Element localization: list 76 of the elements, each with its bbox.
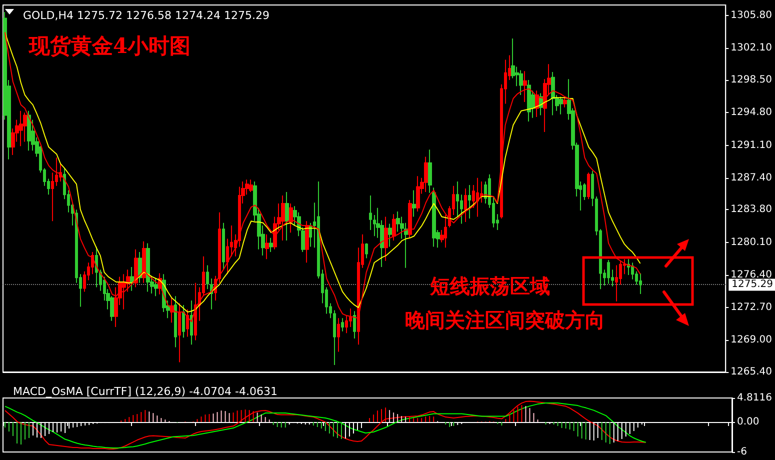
candlestick bbox=[174, 296, 177, 348]
chart-title: MACD_OsMA [CurrTF] (12,26,9) -4.0704 -4.0631 bbox=[13, 385, 278, 398]
text: 现货黄金4小时图 bbox=[28, 33, 191, 58]
candlestick bbox=[523, 70, 527, 103]
candlestick bbox=[341, 318, 344, 332]
candlestick bbox=[563, 96, 567, 108]
candlestick bbox=[392, 214, 396, 242]
candlestick bbox=[138, 252, 142, 284]
candlestick bbox=[134, 248, 138, 288]
candlestick bbox=[182, 304, 185, 338]
candlestick bbox=[412, 190, 416, 218]
candlestick bbox=[551, 72, 555, 116]
annotation: 短线振荡区域 bbox=[429, 274, 550, 298]
candlestick bbox=[281, 195, 285, 242]
candlestick bbox=[309, 222, 312, 248]
candlestick bbox=[249, 179, 253, 193]
annotation: 晚间关注区间突破方向 bbox=[405, 308, 605, 332]
y-tick-label: 1294.80 bbox=[730, 107, 772, 118]
candlestick bbox=[591, 170, 594, 207]
y-tick-label: 1283.80 bbox=[730, 204, 772, 216]
candlestick bbox=[615, 264, 618, 302]
candlestick bbox=[428, 149, 432, 194]
candlestick bbox=[416, 176, 420, 212]
candlestick bbox=[639, 272, 642, 295]
y-tick-label: 1276.40 bbox=[730, 269, 772, 280]
candlestick bbox=[535, 90, 539, 118]
candlestick bbox=[218, 212, 221, 284]
candlestick bbox=[384, 216, 388, 262]
candlestick bbox=[19, 110, 23, 147]
y-tick-label: 1287.40 bbox=[730, 172, 772, 184]
candlestick bbox=[353, 310, 356, 339]
candlestick bbox=[476, 177, 479, 218]
candlestick bbox=[587, 172, 590, 200]
candlestick bbox=[468, 184, 471, 219]
candlestick bbox=[190, 300, 193, 346]
candlestick bbox=[95, 246, 98, 288]
candlestick bbox=[527, 79, 531, 122]
candlestick bbox=[333, 310, 336, 366]
y-tick-label: 1298.50 bbox=[730, 74, 772, 86]
candlestick bbox=[122, 274, 126, 310]
y-tick-label: 0.00 bbox=[737, 416, 760, 428]
y-tick-label: 1272.70 bbox=[730, 302, 772, 314]
y-tick-label: 4.8116 bbox=[737, 392, 772, 404]
ref-line-label: 1275.29 bbox=[732, 279, 774, 290]
candlestick bbox=[142, 240, 146, 284]
candlestick bbox=[265, 234, 269, 260]
y-tick-label: 1302.10 bbox=[730, 42, 772, 54]
candlestick bbox=[337, 318, 340, 352]
candlestick bbox=[27, 110, 31, 152]
candlestick bbox=[305, 220, 309, 264]
y-tick-label: 1291.10 bbox=[730, 140, 772, 151]
candlestick bbox=[408, 199, 412, 238]
candlestick bbox=[432, 187, 436, 248]
chart-title: GOLD,H4 1275.72 1276.58 1274.24 1275.29 bbox=[23, 9, 270, 22]
y-tick-label: 1269.00 bbox=[730, 334, 772, 346]
candlestick bbox=[365, 242, 368, 259]
y-tick-label: -6 bbox=[737, 446, 747, 458]
candlestick bbox=[285, 192, 289, 242]
candlestick bbox=[146, 242, 150, 292]
candlestick bbox=[424, 156, 428, 193]
candlestick bbox=[607, 259, 610, 284]
candlestick bbox=[289, 203, 293, 234]
y-tick-label: 1265.40 bbox=[730, 366, 772, 378]
candlestick bbox=[130, 266, 134, 292]
candlestick bbox=[388, 223, 392, 248]
candlestick bbox=[23, 112, 27, 142]
y-tick-label: 1305.80 bbox=[730, 10, 772, 22]
y-tick-label: 1280.10 bbox=[730, 236, 772, 248]
candlestick bbox=[269, 237, 273, 253]
candlestick bbox=[444, 214, 447, 248]
candlestick bbox=[369, 195, 372, 230]
candlestick bbox=[519, 70, 523, 96]
candlestick bbox=[559, 96, 563, 115]
candlestick bbox=[222, 222, 225, 270]
candlestick bbox=[464, 188, 467, 223]
candlestick bbox=[154, 278, 158, 297]
